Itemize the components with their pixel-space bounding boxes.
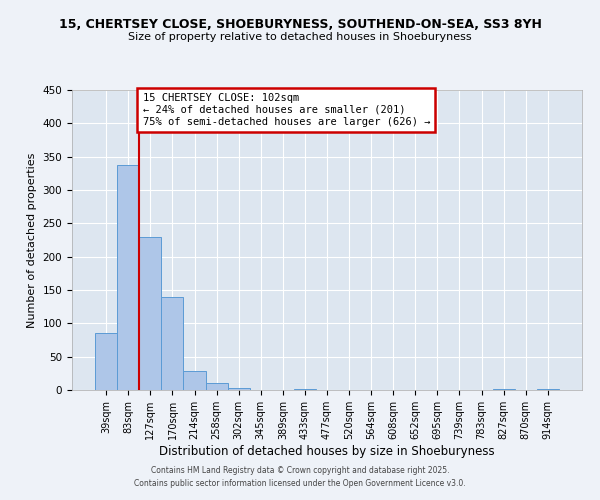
Bar <box>161 298 184 390</box>
Bar <box>493 388 515 390</box>
Bar <box>184 370 206 390</box>
Bar <box>95 332 117 390</box>
Bar <box>294 388 316 390</box>
X-axis label: Distribution of detached houses by size in Shoeburyness: Distribution of detached houses by size … <box>159 444 495 458</box>
Text: 15, CHERTSEY CLOSE, SHOEBURYNESS, SOUTHEND-ON-SEA, SS3 8YH: 15, CHERTSEY CLOSE, SHOEBURYNESS, SOUTHE… <box>59 18 541 30</box>
Bar <box>227 388 250 390</box>
Y-axis label: Number of detached properties: Number of detached properties <box>27 152 37 328</box>
Text: Contains HM Land Registry data © Crown copyright and database right 2025.
Contai: Contains HM Land Registry data © Crown c… <box>134 466 466 487</box>
Bar <box>117 166 139 390</box>
Bar <box>206 382 227 390</box>
Bar <box>537 388 559 390</box>
Bar <box>139 238 161 390</box>
Text: 15 CHERTSEY CLOSE: 102sqm
← 24% of detached houses are smaller (201)
75% of semi: 15 CHERTSEY CLOSE: 102sqm ← 24% of detac… <box>143 94 430 126</box>
Text: Size of property relative to detached houses in Shoeburyness: Size of property relative to detached ho… <box>128 32 472 42</box>
